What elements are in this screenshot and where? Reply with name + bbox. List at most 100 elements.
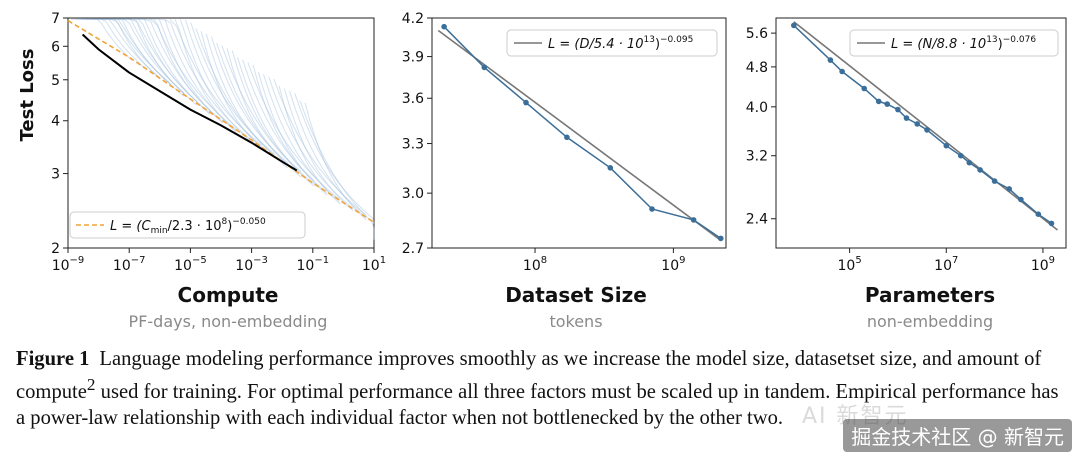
data-point <box>861 85 867 92</box>
compute-subtitle: PF-days, non-embedding <box>129 312 328 331</box>
data-point <box>1035 211 1042 217</box>
data-point <box>523 99 529 106</box>
caption-text-part1: Language modeling performance improves s… <box>16 348 1042 403</box>
y-tick-label: 7 <box>51 11 60 27</box>
learning-curve <box>76 18 146 69</box>
learning-curve <box>169 18 263 146</box>
learning-curve <box>159 18 237 132</box>
compute-fit-line <box>67 19 375 223</box>
data-line <box>443 26 722 240</box>
learning-curve <box>138 18 224 123</box>
learning-curve <box>133 18 211 115</box>
dataset-legend: L = (D/5.4 · 1013)−0.095 <box>506 29 718 57</box>
learning-curve <box>91 18 185 97</box>
parameters-marks <box>791 21 1058 231</box>
parameters-title: Parameters <box>865 283 995 307</box>
fit-line <box>793 21 1058 231</box>
data-point <box>1048 220 1055 227</box>
learning-curve <box>226 48 289 166</box>
learning-curve <box>149 18 211 111</box>
y-tick-label: 6 <box>51 39 60 55</box>
dataset-legend-label: L = (D/5.4 · 1013)−0.095 <box>548 35 693 52</box>
learning-curve <box>71 18 133 61</box>
data-point <box>718 235 724 242</box>
data-point <box>943 142 950 149</box>
learning-curve <box>242 59 328 194</box>
parameters-plot-frame <box>775 17 1067 249</box>
y-tick-label: 2.4 <box>746 212 768 228</box>
data-point <box>958 152 964 159</box>
learning-curve <box>102 18 172 86</box>
dataset-axis-ticks: 2.7 3.0 3.3 3.6 3.9 4.2 108 109 <box>402 11 686 274</box>
x-tick-label: 10−1 <box>297 255 330 274</box>
data-point <box>690 217 697 223</box>
y-tick-label: 3.2 <box>746 149 768 165</box>
learning-curve <box>252 64 315 181</box>
dataset-size-chart: 2.7 3.0 3.3 3.6 3.9 4.2 108 109 L = (D/5.4 · 10… <box>402 11 727 331</box>
compute-axis-ticks: 2 3 4 5 6 7 10−9 10−7 10−5 10−3 10−1 101 <box>51 11 386 274</box>
x-tick-label: 101 <box>362 255 386 274</box>
learning-curve <box>123 18 185 95</box>
data-point <box>895 106 901 113</box>
y-tick-label: 3.0 <box>402 186 424 202</box>
learning-curve <box>81 18 159 77</box>
dataset-marks <box>437 23 724 242</box>
learning-curve <box>190 22 276 155</box>
learning-curve <box>205 33 276 157</box>
learning-curve <box>86 18 172 85</box>
y-tick-label: 3.9 <box>402 50 424 66</box>
learning-curve <box>216 42 302 178</box>
data-point <box>649 206 655 212</box>
learning-curve <box>237 57 315 187</box>
x-tick-label: 109 <box>661 255 685 274</box>
data-point <box>977 167 983 173</box>
learning-curve <box>273 78 367 216</box>
data-point <box>966 159 973 166</box>
learning-curve <box>231 50 302 173</box>
learning-curve <box>97 18 159 78</box>
data-point <box>791 22 797 29</box>
compute-legend-label: L = (Cmin/2.3 · 108)−0.050 <box>110 217 266 236</box>
data-point <box>564 134 570 141</box>
x-tick-label: 10−3 <box>235 255 268 274</box>
data-point <box>875 98 882 105</box>
data-point <box>839 68 845 75</box>
data-point <box>924 127 930 133</box>
compute-plot-frame <box>67 17 375 249</box>
dataset-plot-frame <box>431 17 727 249</box>
x-tick-label: 108 <box>523 255 547 274</box>
y-tick-label: 4.0 <box>746 100 768 116</box>
y-axis-label: Test Loss <box>17 49 38 142</box>
data-point <box>827 57 834 63</box>
y-tick-label: 3.6 <box>402 91 424 107</box>
parameters-legend: L = (N/8.8 · 1013)−0.076 <box>849 29 1059 57</box>
y-tick-label: 3.3 <box>402 137 424 153</box>
y-tick-label: 2.7 <box>402 241 424 257</box>
learning-curve <box>289 90 367 218</box>
parameters-chart: 2.4 3.2 4.0 4.8 5.6 105 107 109 L = (N/8.8 · 10… <box>746 17 1067 331</box>
fit-line <box>437 29 722 241</box>
learning-curve <box>221 45 315 185</box>
learning-curve <box>117 18 211 114</box>
figure-label: Figure 1 <box>16 348 90 370</box>
dataset-title: Dataset Size <box>505 283 647 307</box>
parameters-subtitle: non-embedding <box>867 312 993 331</box>
learning-curve <box>299 100 375 240</box>
learning-curve <box>268 76 354 209</box>
learning-curve <box>164 18 250 139</box>
compute-legend: L = (Cmin/2.3 · 108)−0.050 <box>69 211 306 239</box>
footnote-marker: 2 <box>86 375 96 394</box>
compute-frontier-line <box>81 33 298 172</box>
y-tick-label: 2 <box>51 241 60 257</box>
y-tick-label: 4.2 <box>402 11 424 27</box>
y-tick-label: 5.6 <box>746 26 768 42</box>
data-point <box>903 115 910 121</box>
learning-curve <box>211 36 289 164</box>
caption-text-part2: used for training. For optimal performan… <box>16 380 1059 429</box>
y-tick-label: 4 <box>51 114 60 130</box>
x-tick-label: 109 <box>1031 255 1055 274</box>
learning-curve <box>128 18 198 102</box>
figure-caption: Figure 1 Language modeling performance im… <box>16 346 1068 431</box>
